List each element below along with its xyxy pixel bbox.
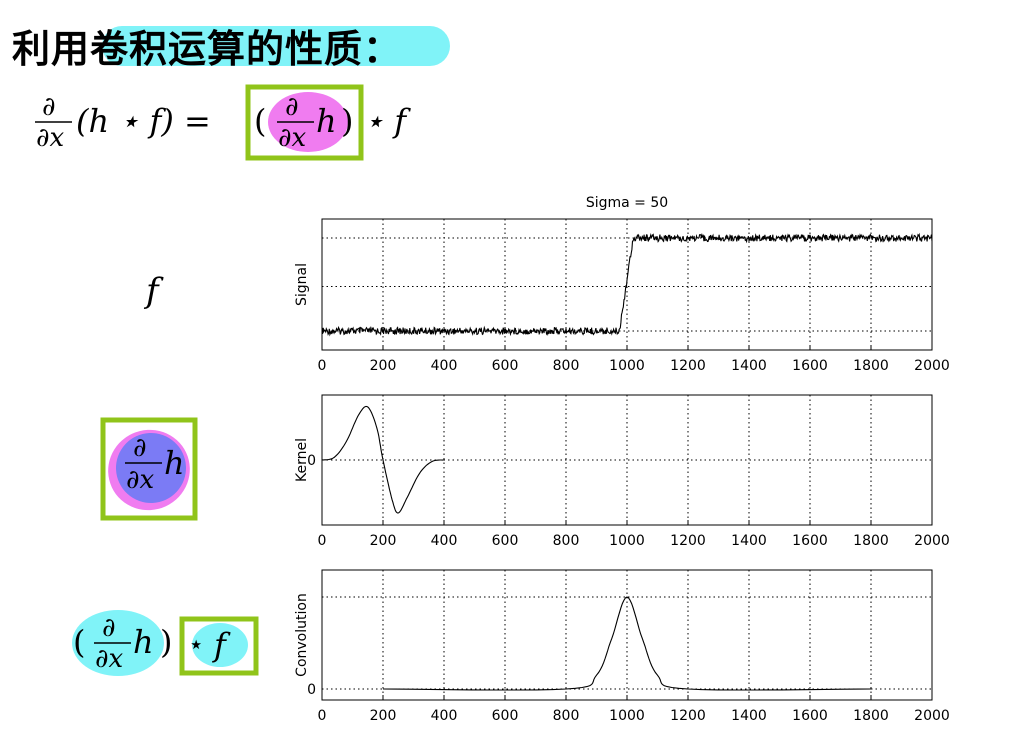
- chart-2-xtick-label: 1400: [731, 708, 767, 724]
- chart-1-xtick-label: 1200: [670, 533, 706, 549]
- chart-2-xtick-label: 1000: [609, 708, 645, 724]
- conv-green-box: [179, 616, 259, 676]
- chart-0-xtick-label: 2000: [914, 358, 950, 374]
- charts-group: 0 200 400 600 800 1000 1200 1400 1600 1800 2000Sig…: [294, 195, 950, 724]
- conv-partial-num: ∂: [102, 613, 115, 643]
- chart-0-xtick-label: 1400: [731, 358, 767, 374]
- chart-0-xtick-label: 800: [553, 358, 580, 374]
- chart-1-xtick-label: 0: [318, 533, 327, 549]
- chart-2-xtick-label: 1200: [670, 708, 706, 724]
- chart-2-xtick-label: 1800: [853, 708, 889, 724]
- title-highlight: [102, 26, 450, 66]
- chart-2-xtick-label: 2000: [914, 708, 950, 724]
- lhs-partial-num: ∂: [42, 92, 55, 122]
- chart-1-xtick-label: 1400: [731, 533, 767, 549]
- chart-2-ylabel: Convolution: [294, 593, 310, 677]
- chart-1-xtick-label: 2000: [914, 533, 950, 549]
- chart-1-xtick-label: 1600: [792, 533, 828, 549]
- lhs-partial-den: ∂x: [36, 123, 64, 153]
- chart-1-xtick-label: 800: [553, 533, 580, 549]
- slide-title: 利用卷积运算的性质：: [12, 18, 402, 73]
- kernel-h: h: [164, 444, 185, 482]
- chart-2-xtick-label: 800: [553, 708, 580, 724]
- kernel-partial-den: ∂x: [126, 465, 154, 495]
- title-highlight-text: 卷积运算的性质: [90, 27, 364, 71]
- rhs-partial-num: ∂: [285, 92, 298, 122]
- chart-1-xtick-label: 400: [431, 533, 458, 549]
- chart-1-xtick-label: 200: [370, 533, 397, 549]
- rhs-star-f: ⋆ f: [364, 102, 411, 140]
- conv-h: h: [133, 623, 154, 661]
- rhs-h: h: [316, 102, 337, 140]
- chart-0-series-0-line: [321, 232, 933, 337]
- rhs-partial-den: ∂x: [278, 123, 306, 153]
- rhs-open-paren: (: [254, 102, 266, 140]
- chart-0-xtick-label: 0: [318, 358, 327, 374]
- chart-2-xtick-label: 1600: [792, 708, 828, 724]
- chart-2-ytick-label: 0: [307, 682, 316, 698]
- kernel-row-label: ∂ ∂x h: [100, 417, 198, 521]
- chart-1-xtick-label: 1800: [853, 533, 889, 549]
- chart-2-xtick-label: 600: [492, 708, 519, 724]
- chart-0-ylabel: Signal: [294, 263, 310, 306]
- rhs-close-paren: ): [341, 102, 353, 140]
- chart-1-xtick-label: 1000: [609, 533, 645, 549]
- title-prefix: 利用: [12, 27, 91, 71]
- conv-close-paren: ): [160, 623, 172, 661]
- chart-0-title: Sigma = 50: [586, 195, 668, 211]
- chart-0-xtick-label: 1800: [853, 358, 889, 374]
- chart-0-xtick-label: 1200: [670, 358, 706, 374]
- main-formula: ∂ ∂x (h ⋆ f) = ( ∂ ∂x h ) ⋆ f: [35, 84, 411, 161]
- chart-1-series-0-line: [321, 405, 444, 514]
- title-suffix: ：: [363, 27, 403, 71]
- chart-1-ytick-label: 0: [307, 453, 316, 469]
- signal-row-label: f: [143, 271, 164, 311]
- rhs-green-box: [245, 84, 364, 161]
- chart-2-series-0-line: [382, 596, 872, 691]
- chart-0-xtick-label: 400: [431, 358, 458, 374]
- chart-1-ylabel: Kernel: [294, 438, 310, 482]
- chart-2-xtick-label: 200: [370, 708, 397, 724]
- kernel-green-box: [100, 417, 198, 521]
- conv-open-paren: (: [73, 623, 85, 661]
- lhs-rest: (h ⋆ f) =: [76, 102, 211, 140]
- conv-partial-den: ∂x: [95, 644, 123, 674]
- kernel-blue-highlight: [116, 433, 186, 503]
- kernel-partial-num: ∂: [133, 433, 146, 463]
- chart-0-xtick-label: 1000: [609, 358, 645, 374]
- chart-2-xtick-label: 0: [318, 708, 327, 724]
- chart-0-xtick-label: 600: [492, 358, 519, 374]
- chart-2-xtick-label: 400: [431, 708, 458, 724]
- chart-0-xtick-label: 200: [370, 358, 397, 374]
- conv-star: ⋆: [188, 630, 204, 660]
- chart-1-xtick-label: 600: [492, 533, 519, 549]
- conv-f-cyan-highlight: [192, 623, 248, 667]
- chart-0-xtick-label: 1600: [792, 358, 828, 374]
- convolution-row-label: ( ∂ ∂x h ) ⋆ f: [72, 610, 259, 676]
